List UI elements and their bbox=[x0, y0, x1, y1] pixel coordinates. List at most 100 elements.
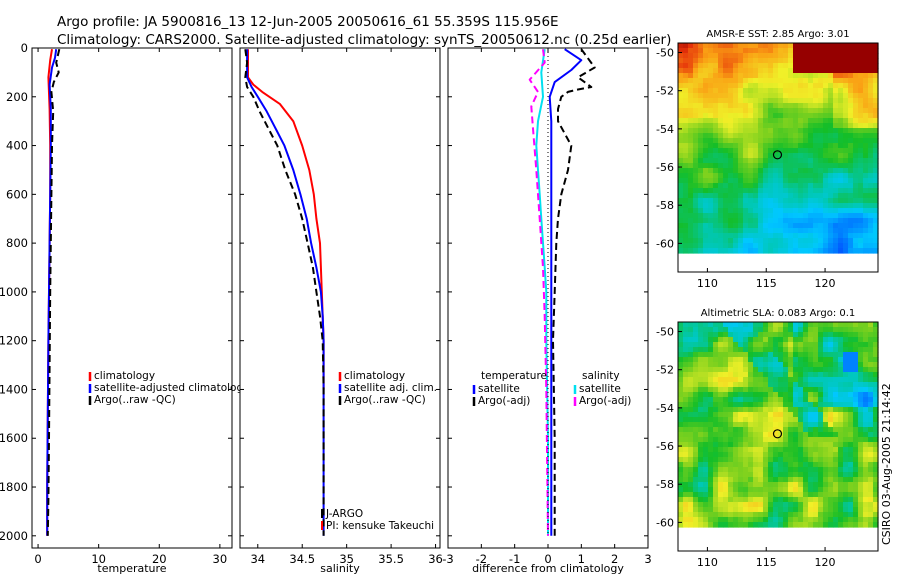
heatmap-cell bbox=[723, 512, 729, 518]
heatmap-cell bbox=[683, 93, 689, 99]
heatmap-cell bbox=[848, 367, 854, 373]
heatmap-cell bbox=[688, 153, 694, 159]
heatmap-cell bbox=[763, 208, 769, 214]
heatmap-cell bbox=[803, 322, 809, 328]
heatmap-cell bbox=[763, 188, 769, 194]
heatmap-cell bbox=[753, 63, 759, 69]
heatmap-cell bbox=[678, 412, 684, 418]
heatmap-cell bbox=[803, 437, 809, 443]
heatmap-cell bbox=[723, 143, 729, 149]
heatmap-cell bbox=[793, 218, 799, 224]
heatmap-cell bbox=[818, 382, 824, 388]
heatmap-cell bbox=[733, 352, 739, 358]
heatmap-cell bbox=[693, 517, 699, 523]
heatmap-cell bbox=[773, 203, 779, 209]
heatmap-cell bbox=[718, 208, 724, 214]
heatmap-cell bbox=[868, 158, 874, 164]
heatmap-cell bbox=[823, 407, 829, 413]
series-salinity-argo-adj bbox=[528, 49, 549, 536]
heatmap-cell bbox=[768, 422, 774, 428]
heatmap-cell bbox=[738, 427, 744, 433]
heatmap-cell bbox=[698, 83, 704, 89]
heatmap-cell bbox=[843, 233, 849, 239]
heatmap-cell bbox=[788, 188, 794, 194]
heatmap-cell bbox=[808, 173, 814, 179]
heatmap-cell bbox=[763, 148, 769, 154]
heatmap-cell bbox=[693, 487, 699, 493]
heatmap-cell bbox=[708, 203, 714, 209]
heatmap-cell bbox=[773, 387, 779, 393]
heatmap-cell bbox=[733, 223, 739, 229]
heatmap-cell bbox=[753, 497, 759, 503]
heatmap-cell bbox=[738, 228, 744, 234]
heatmap-cell bbox=[838, 108, 844, 114]
heatmap-cell bbox=[833, 228, 839, 234]
heatmap-cell bbox=[763, 367, 769, 373]
heatmap-cell bbox=[863, 472, 869, 478]
heatmap-cells bbox=[678, 43, 879, 254]
heatmap-cell bbox=[853, 58, 859, 64]
heatmap-cell bbox=[733, 68, 739, 74]
heatmap-cell bbox=[763, 402, 769, 408]
heatmap-cell bbox=[768, 427, 774, 433]
heatmap-cell bbox=[873, 497, 879, 503]
heatmap-cell bbox=[803, 432, 809, 438]
heatmap-cell bbox=[833, 412, 839, 418]
heatmap-cell bbox=[763, 387, 769, 393]
heatmap-cell bbox=[863, 198, 869, 204]
heatmap-cell bbox=[723, 148, 729, 154]
plot-frame bbox=[239, 47, 441, 549]
heatmap-cell bbox=[828, 522, 834, 528]
heatmap-cell bbox=[798, 507, 804, 513]
heatmap-cell bbox=[773, 477, 779, 483]
heatmap-cell bbox=[738, 387, 744, 393]
heatmap-cell bbox=[793, 462, 799, 468]
heatmap-cell bbox=[838, 347, 844, 353]
heatmap-cell bbox=[798, 322, 804, 328]
heatmap-cell bbox=[838, 248, 844, 254]
heatmap-cell bbox=[718, 442, 724, 448]
heatmap-cell bbox=[758, 512, 764, 518]
heatmap-cell bbox=[833, 68, 839, 74]
heatmap-cell bbox=[848, 103, 854, 109]
heatmap-cell bbox=[793, 477, 799, 483]
heatmap-cell bbox=[783, 113, 789, 119]
heatmap-cell bbox=[693, 123, 699, 129]
heatmap-cell bbox=[863, 158, 869, 164]
heatmap-cell bbox=[818, 128, 824, 134]
heatmap-cell bbox=[723, 188, 729, 194]
heatmap-cell bbox=[828, 233, 834, 239]
heatmap-cell bbox=[708, 402, 714, 408]
heatmap-cell bbox=[818, 68, 824, 74]
heatmap-cell bbox=[683, 193, 689, 199]
x-tick-label: 0 bbox=[544, 552, 551, 566]
heatmap-cell bbox=[773, 173, 779, 179]
heatmap-cell bbox=[783, 198, 789, 204]
heatmap-cell bbox=[863, 377, 869, 383]
heatmap-cell bbox=[683, 123, 689, 129]
heatmap-cell bbox=[678, 487, 684, 493]
legend-heading: salinity bbox=[582, 370, 620, 382]
heatmap-cell bbox=[763, 73, 769, 79]
heatmap-cell bbox=[773, 98, 779, 104]
heatmap-cell bbox=[733, 193, 739, 199]
heatmap-cell bbox=[763, 163, 769, 169]
heatmap-cell bbox=[703, 452, 709, 458]
heatmap-cell bbox=[733, 83, 739, 89]
heatmap-cell bbox=[723, 362, 729, 368]
heatmap-cell bbox=[743, 487, 749, 493]
y-tick-label: 1600 bbox=[0, 431, 28, 445]
heatmap-cell bbox=[813, 472, 819, 478]
heatmap-cell bbox=[698, 387, 704, 393]
heatmap-cell bbox=[743, 502, 749, 508]
heatmap-cell bbox=[783, 148, 789, 154]
heatmap-cell bbox=[678, 382, 684, 388]
heatmap-cell bbox=[688, 462, 694, 468]
heatmap-cell bbox=[843, 427, 849, 433]
heatmap-cell bbox=[758, 432, 764, 438]
heatmap-cell bbox=[698, 487, 704, 493]
heatmap-cell bbox=[843, 422, 849, 428]
heatmap-cell bbox=[763, 422, 769, 428]
heatmap-cell bbox=[693, 342, 699, 348]
heatmap-cell bbox=[753, 243, 759, 249]
